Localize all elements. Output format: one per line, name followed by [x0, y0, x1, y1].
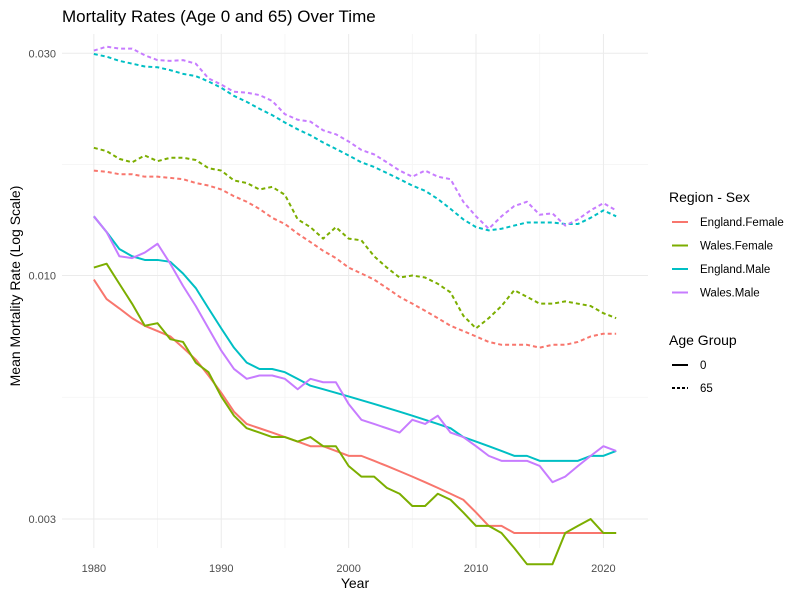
x-tick-label: 2020 [591, 563, 615, 575]
legend-label-wales-female: Wales.Female [700, 241, 773, 253]
legend-label-wales-male: Wales.Male [700, 288, 760, 300]
x-tick-label: 2000 [336, 563, 360, 575]
legend-label-england-female: England.Female [700, 217, 784, 229]
legend: Region - Sex England.Female Wales.Female En… [669, 189, 784, 395]
x-tick-label: 1990 [209, 563, 233, 575]
series-line-wales-male-age-65 [93, 45, 617, 230]
legend-title-age-group: Age Group [669, 332, 737, 348]
legend-label-age-0: 0 [700, 360, 706, 372]
series-line-wales-female-age-0 [93, 262, 617, 566]
series-lines [93, 45, 617, 566]
legend-title-region-sex: Region - Sex [669, 189, 750, 205]
y-tick-label: 0.003 [28, 514, 56, 526]
y-tick-label: 0.010 [28, 271, 56, 283]
series-line-wales-male-age-0 [93, 215, 617, 484]
x-axis-title: Year [341, 575, 370, 591]
series-line-england-male-age-0 [93, 215, 617, 462]
x-tick-label: 1980 [82, 563, 106, 575]
series-line-england-female-age-0 [93, 279, 617, 535]
series-line-england-female-age-65 [93, 169, 617, 349]
y-axis-title: Mean Mortality Rate (Log Scale) [7, 186, 23, 387]
axis-ticks: 1980 1990 2000 2010 2020 0.003 0.010 0.030 [28, 48, 615, 575]
legend-label-age-65: 65 [700, 383, 713, 395]
y-tick-label: 0.030 [28, 48, 56, 60]
chart-title: Mortality Rates (Age 0 and 65) Over Time [62, 7, 376, 26]
x-tick-label: 2010 [464, 563, 488, 575]
series-line-england-male-age-65 [93, 52, 617, 232]
legend-label-england-male: England.Male [700, 264, 770, 276]
series-line-wales-female-age-65 [93, 146, 617, 330]
